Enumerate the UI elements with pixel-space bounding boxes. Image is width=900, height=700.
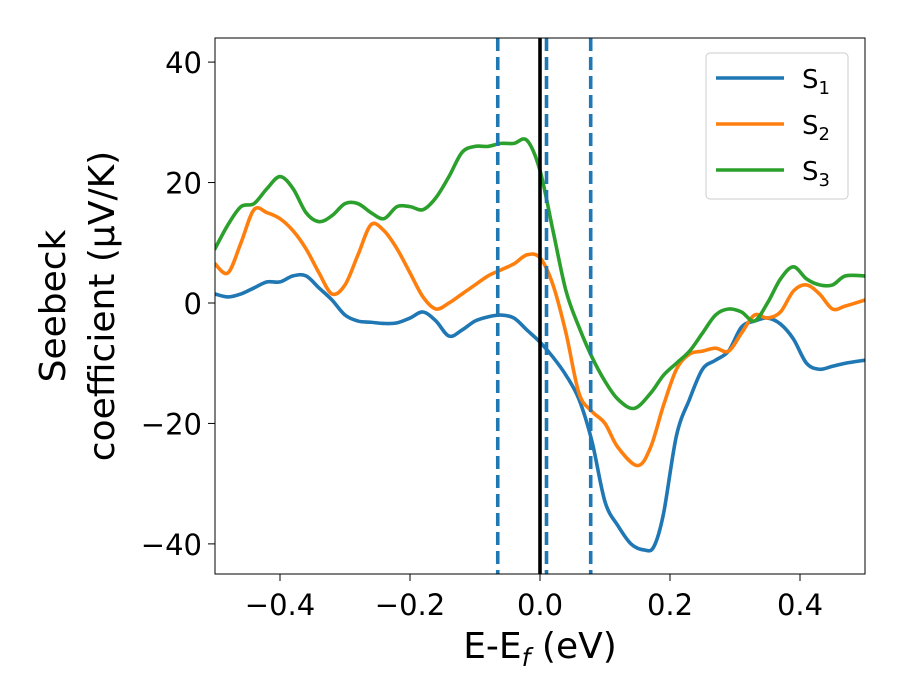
legend-label-s3: S3 <box>802 157 830 191</box>
x-tick-label: −0.2 <box>375 588 445 622</box>
axis-ticks: −0.4 −0.2 0.0 0.2 0.4 40 20 0 −20 −40 <box>141 46 823 622</box>
x-tick-label: 0.2 <box>647 588 693 622</box>
series-line-s3 <box>215 137 865 411</box>
series-line-s2 <box>215 205 865 468</box>
x-axis-title: E-Ef (eV) <box>463 626 617 672</box>
y-axis-title-line2: coefficient (μV/K) <box>82 151 123 461</box>
y-tick-label: 20 <box>165 167 202 201</box>
x-tick-label: −0.4 <box>245 588 315 622</box>
y-tick-label: 0 <box>184 287 202 321</box>
y-tick-label: 40 <box>165 46 202 80</box>
x-tick-label: 0.4 <box>777 588 823 622</box>
y-tick-label: −40 <box>141 528 202 562</box>
legend-label-s2: S2 <box>802 111 830 145</box>
x-tick-label: 0.0 <box>517 588 563 622</box>
legend: S1 S2 S3 <box>705 52 849 200</box>
plot-lines <box>215 38 865 574</box>
y-axis-title-line1: Seebeck <box>33 229 74 382</box>
y-tick-label: −20 <box>141 407 202 441</box>
legend-box <box>705 52 849 200</box>
legend-label-s1: S1 <box>802 65 830 99</box>
